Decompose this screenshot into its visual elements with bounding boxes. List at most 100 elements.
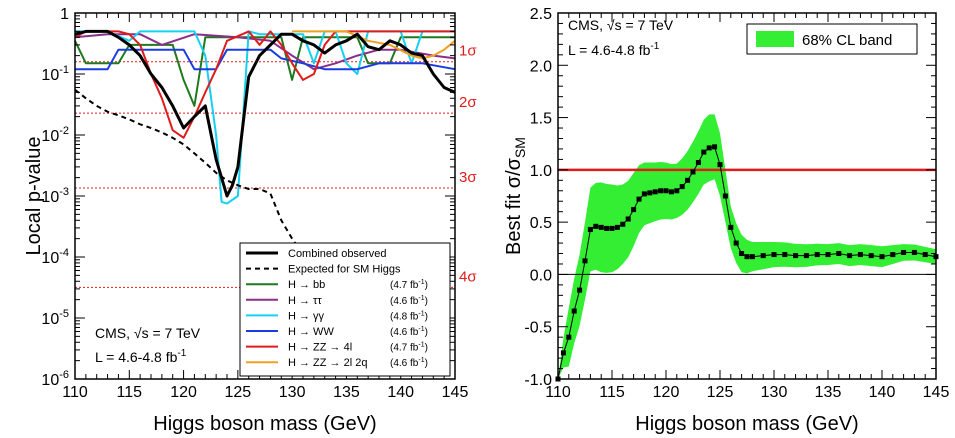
right-best-fit-point — [744, 254, 750, 260]
right-best-fit-point — [582, 258, 588, 264]
left-y-tick-exp: -5 — [59, 308, 69, 320]
right-annotation: CMS, √s = 7 TeV L = 4.6-4.8 fb-1 — [568, 17, 674, 58]
left-y-tick-label-4: 10-4 — [41, 247, 69, 267]
right-x-tick-label-6: 140 — [869, 384, 896, 401]
left-x-tick-label-0: 110 — [62, 384, 88, 401]
legend-label-0: Combined observed — [288, 248, 386, 260]
right-best-fit-point — [782, 252, 788, 258]
legend-lumi-6: (4.7 fb-1) — [390, 342, 428, 354]
left-y-tick-exp: -6 — [59, 369, 69, 381]
series-line-4 — [75, 30, 455, 205]
right-best-fit-point — [868, 253, 874, 259]
series-line-7 — [292, 30, 456, 60]
left-y-tick-label-3: 10-3 — [41, 186, 69, 206]
right-best-fit-point — [771, 252, 777, 258]
right-y-tick-label-4: 1.0 — [530, 163, 552, 180]
left-x-tick-label-7: 145 — [442, 384, 469, 401]
left-x-tick-label-3: 125 — [225, 384, 252, 401]
left-annotation-lumi-sup: -1 — [177, 348, 186, 359]
right-best-fit-point — [598, 224, 604, 230]
right-best-fit-point — [647, 190, 653, 196]
legend-lumi-text: (4.6 fb — [390, 358, 419, 369]
right-best-fit-point — [890, 252, 896, 258]
legend-lumi-close: ) — [425, 343, 428, 354]
left-y-tick-base: 10 — [41, 250, 59, 267]
left-ticks: 110 115 120 125 130 135 140 145110-110-210-310-… — [41, 6, 468, 401]
left-y-tick-exp: -4 — [59, 247, 69, 259]
right-legend-label: 68% CL band — [802, 32, 892, 49]
left-y-tick-base: 10 — [41, 189, 59, 206]
left-sigma-lines: 1σ 2σ 3σ 4σ — [75, 43, 477, 288]
left-y-tick-label-1: 10-1 — [41, 64, 69, 84]
right-ticks: 110 115 120 125 130 135 140 145 -1.0 -0.5 0.0 0.5 1.… — [524, 6, 949, 401]
right-best-fit-point — [911, 249, 917, 255]
legend-lumi-text: (4.6 fb — [390, 296, 419, 307]
legend-label-3: H → ττ — [288, 295, 322, 307]
left-legend-box — [239, 242, 451, 377]
left-y-tick-base: 10 — [41, 128, 59, 145]
right-best-fit-point — [712, 144, 718, 150]
right-best-fit-point — [836, 251, 842, 257]
left-y-tick-label-6: 10-6 — [41, 369, 69, 389]
right-y-tick-label-0: -1.0 — [524, 372, 552, 389]
left-y-tick-base: 10 — [41, 67, 59, 84]
right-y-tick-label-7: 2.5 — [530, 6, 552, 23]
right-best-fit-point — [631, 207, 637, 213]
right-best-fit-point — [901, 249, 907, 255]
right-y-axis-label-text: Best fit σ/σ — [503, 157, 525, 255]
right-best-fit-point — [641, 191, 647, 197]
legend-lumi-sup: -1 — [418, 326, 424, 333]
legend-label-1: Expected for SM Higgs — [288, 264, 401, 276]
right-best-fit-point — [668, 189, 674, 195]
right-best-fit-point — [593, 223, 599, 229]
right-x-axis-label: Higgs boson mass (GeV) — [635, 413, 858, 435]
series-line-0 — [74, 29, 456, 198]
legend-lumi-text: (4.8 fb — [390, 311, 419, 322]
right-x-tick-label-3: 125 — [707, 384, 734, 401]
right-best-fit-point — [733, 240, 739, 246]
right-best-fit-point — [636, 196, 642, 202]
right-x-tick-label-2: 120 — [653, 384, 680, 401]
right-best-fit-point — [722, 193, 728, 199]
sigma-label-4: 4σ — [459, 268, 477, 285]
legend-lumi-sup: -1 — [418, 310, 424, 317]
legend-lumi-close: ) — [425, 280, 428, 291]
right-x-tick-label-5: 135 — [815, 384, 842, 401]
series-line-6 — [74, 30, 455, 139]
right-legend-swatch — [756, 31, 794, 47]
legend-lumi-2: (4.7 fb-1) — [390, 279, 428, 291]
right-series — [555, 144, 939, 382]
right-legend: 68% CL band — [746, 23, 918, 55]
left-y-tick-exp: -3 — [59, 186, 69, 198]
legend-lumi-close: ) — [425, 296, 428, 307]
right-band — [558, 114, 936, 380]
right-annotation-lumi-sup: -1 — [650, 41, 659, 52]
sigma-label-2: 2σ — [459, 94, 477, 111]
right-best-fit-point — [571, 308, 577, 314]
right-x-tick-label-1: 115 — [599, 384, 625, 401]
legend-lumi-text: (4.7 fb — [390, 343, 419, 354]
right-best-fit-point — [857, 252, 863, 258]
left-series — [74, 29, 456, 266]
legend-lumi-close: ) — [425, 358, 428, 369]
right-best-fit-point — [814, 252, 820, 258]
left-y-tick-label-2: 10-2 — [41, 125, 69, 145]
legend-lumi-close: ) — [425, 311, 428, 322]
legend-lumi-text: (4.7 fb — [390, 280, 419, 291]
right-annotation-energy: CMS, √s = 7 TeV — [568, 17, 674, 33]
left-y-tick-base: 10 — [41, 311, 59, 328]
right-best-fit-point — [706, 145, 712, 151]
right-best-fit-point — [749, 254, 755, 260]
right-best-fit-point — [614, 224, 620, 230]
left-annotation-energy: CMS, √s = 7 TeV — [95, 325, 201, 341]
right-best-fit-point — [922, 252, 928, 258]
right-y-tick-label-5: 1.5 — [530, 111, 552, 128]
right-y-tick-label-3: 0.5 — [530, 215, 552, 232]
legend-label-6: H → ZZ → 4l — [288, 342, 352, 354]
left-y-tick-label-5: 10-5 — [41, 308, 69, 328]
left-y-axis-label: Local p-value — [23, 137, 45, 256]
right-best-fit-point — [793, 253, 799, 259]
legend-lumi-4: (4.8 fb-1) — [390, 310, 428, 322]
right-x-tick-label-4: 130 — [761, 384, 788, 401]
